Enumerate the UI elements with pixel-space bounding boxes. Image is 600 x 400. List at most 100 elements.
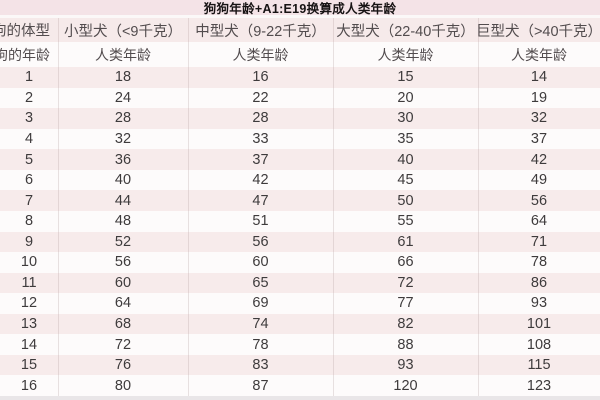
human-age-cell: 60 (58, 273, 188, 294)
cell-value: 47 (252, 192, 269, 209)
cell-value: 49 (530, 172, 548, 189)
table-row: 11 60 65 72 86 (0, 272, 600, 294)
cell-value: 2 (24, 89, 34, 106)
cell-value: 115 (527, 357, 551, 374)
column-header-label: 大型犬（22-40千克） (336, 23, 475, 40)
human-age-cell: 14 (478, 67, 600, 88)
subheader-label: 人类年龄 (232, 46, 289, 63)
table-row: 15 76 83 93 115 (0, 354, 600, 376)
cell-value: 66 (397, 254, 414, 271)
cell-value: 108 (526, 336, 552, 353)
dog-age-cell: 1 (0, 67, 58, 88)
subheader-cell: 人类年龄 (188, 42, 333, 67)
human-age-cell: 83 (188, 355, 333, 376)
human-age-cell: 32 (478, 108, 600, 129)
cell-value: 55 (397, 213, 414, 230)
human-age-cell: 47 (188, 190, 333, 211)
cell-value: 12 (20, 295, 38, 312)
human-age-cell: 52 (58, 232, 188, 253)
cell-value: 87 (252, 377, 269, 394)
human-age-cell: 56 (478, 190, 600, 211)
human-age-cell: 30 (333, 108, 478, 129)
human-age-cell: 64 (478, 211, 600, 232)
human-age-cell: 93 (478, 293, 600, 314)
dog-age-cell: 5 (0, 149, 58, 170)
cell-value: 83 (252, 357, 269, 374)
dog-age-cell: 6 (0, 170, 58, 191)
cell-value: 56 (252, 233, 269, 250)
subheader-cell: 人类年龄 (478, 42, 600, 67)
cell-value: 13 (20, 316, 38, 333)
human-age-cell: 19 (478, 88, 600, 109)
human-age-cell: 50 (333, 190, 478, 211)
table-row: 1 18 16 15 14 (0, 67, 600, 88)
cell-value: 28 (252, 110, 269, 127)
column-header-cell: 中型犬（9-22千克） (188, 18, 333, 42)
cell-value: 76 (114, 357, 132, 374)
cell-value: 56 (530, 192, 548, 209)
cell-value: 52 (114, 233, 132, 250)
human-age-cell: 123 (478, 375, 600, 396)
table-subheader-row: 狗的年龄 人类年龄 人类年龄 人类年龄 人类年龄 (0, 42, 600, 67)
corner-header-cell: 狗的体型 (0, 18, 58, 42)
cell-value: 33 (252, 130, 269, 147)
human-age-cell: 76 (58, 355, 188, 376)
column-header-label: 小型犬（<9千克） (63, 23, 183, 40)
cell-value: 36 (114, 151, 132, 168)
human-age-cell: 32 (58, 129, 188, 150)
cell-value: 1 (24, 69, 34, 86)
human-age-cell: 77 (333, 293, 478, 314)
table-row: 13 68 74 82 101 (0, 313, 600, 335)
subheader-label: 人类年龄 (511, 46, 567, 63)
dog-age-cell: 10 (0, 252, 58, 273)
human-age-cell: 115 (478, 355, 600, 376)
cell-value: 20 (397, 89, 414, 106)
cell-value: 77 (397, 295, 414, 312)
human-age-cell: 80 (58, 375, 188, 396)
table-row: 2 24 22 20 19 (0, 87, 600, 109)
cell-value: 28 (114, 110, 132, 127)
human-age-cell: 72 (58, 334, 188, 355)
cell-value: 24 (114, 89, 132, 106)
human-age-cell: 88 (333, 334, 478, 355)
cell-value: 56 (114, 254, 132, 271)
cell-value: 78 (530, 254, 548, 271)
dog-age-cell: 9 (0, 232, 58, 253)
cell-value: 48 (114, 213, 132, 230)
page-title: 狗狗年龄+A1:E19换算成人类年龄 (0, 0, 600, 16)
cell-value: 120 (393, 377, 418, 394)
cell-value: 8 (24, 213, 34, 230)
cell-value: 61 (397, 233, 414, 250)
dog-age-cell: 14 (0, 334, 58, 355)
cell-value: 40 (397, 151, 414, 168)
human-age-cell: 15 (333, 67, 478, 88)
table-row: 12 64 69 77 93 (0, 293, 600, 314)
cell-value: 64 (114, 295, 132, 312)
human-age-cell: 37 (188, 149, 333, 170)
cell-value: 37 (530, 130, 548, 147)
table-row: 6 40 42 45 49 (0, 169, 600, 191)
column-header-label: 中型犬（9-22千克） (195, 23, 326, 40)
page-title-text: 狗狗年龄+A1:E19换算成人类年龄 (203, 2, 397, 16)
human-age-cell: 69 (188, 293, 333, 314)
column-header-cell: 小型犬（<9千克） (58, 18, 188, 42)
subheader-label: 人类年龄 (95, 46, 151, 63)
human-age-cell: 55 (333, 211, 478, 232)
human-age-cell: 74 (188, 314, 333, 335)
cell-value: 71 (530, 233, 548, 250)
cell-value: 72 (397, 274, 414, 291)
cell-value: 30 (397, 110, 414, 127)
human-age-cell: 20 (333, 88, 478, 109)
human-age-cell: 24 (58, 88, 188, 109)
human-age-cell: 37 (478, 129, 600, 150)
column-header-label: 狗的体型 (0, 23, 50, 40)
cell-value: 4 (24, 130, 34, 147)
cell-value: 14 (20, 336, 38, 353)
human-age-cell: 72 (333, 273, 478, 294)
cell-value: 60 (114, 274, 132, 291)
human-age-cell: 87 (188, 375, 333, 396)
cell-value: 15 (397, 69, 414, 86)
cell-value: 74 (252, 316, 269, 333)
cell-value: 44 (114, 192, 132, 209)
cell-value: 7 (24, 192, 34, 209)
